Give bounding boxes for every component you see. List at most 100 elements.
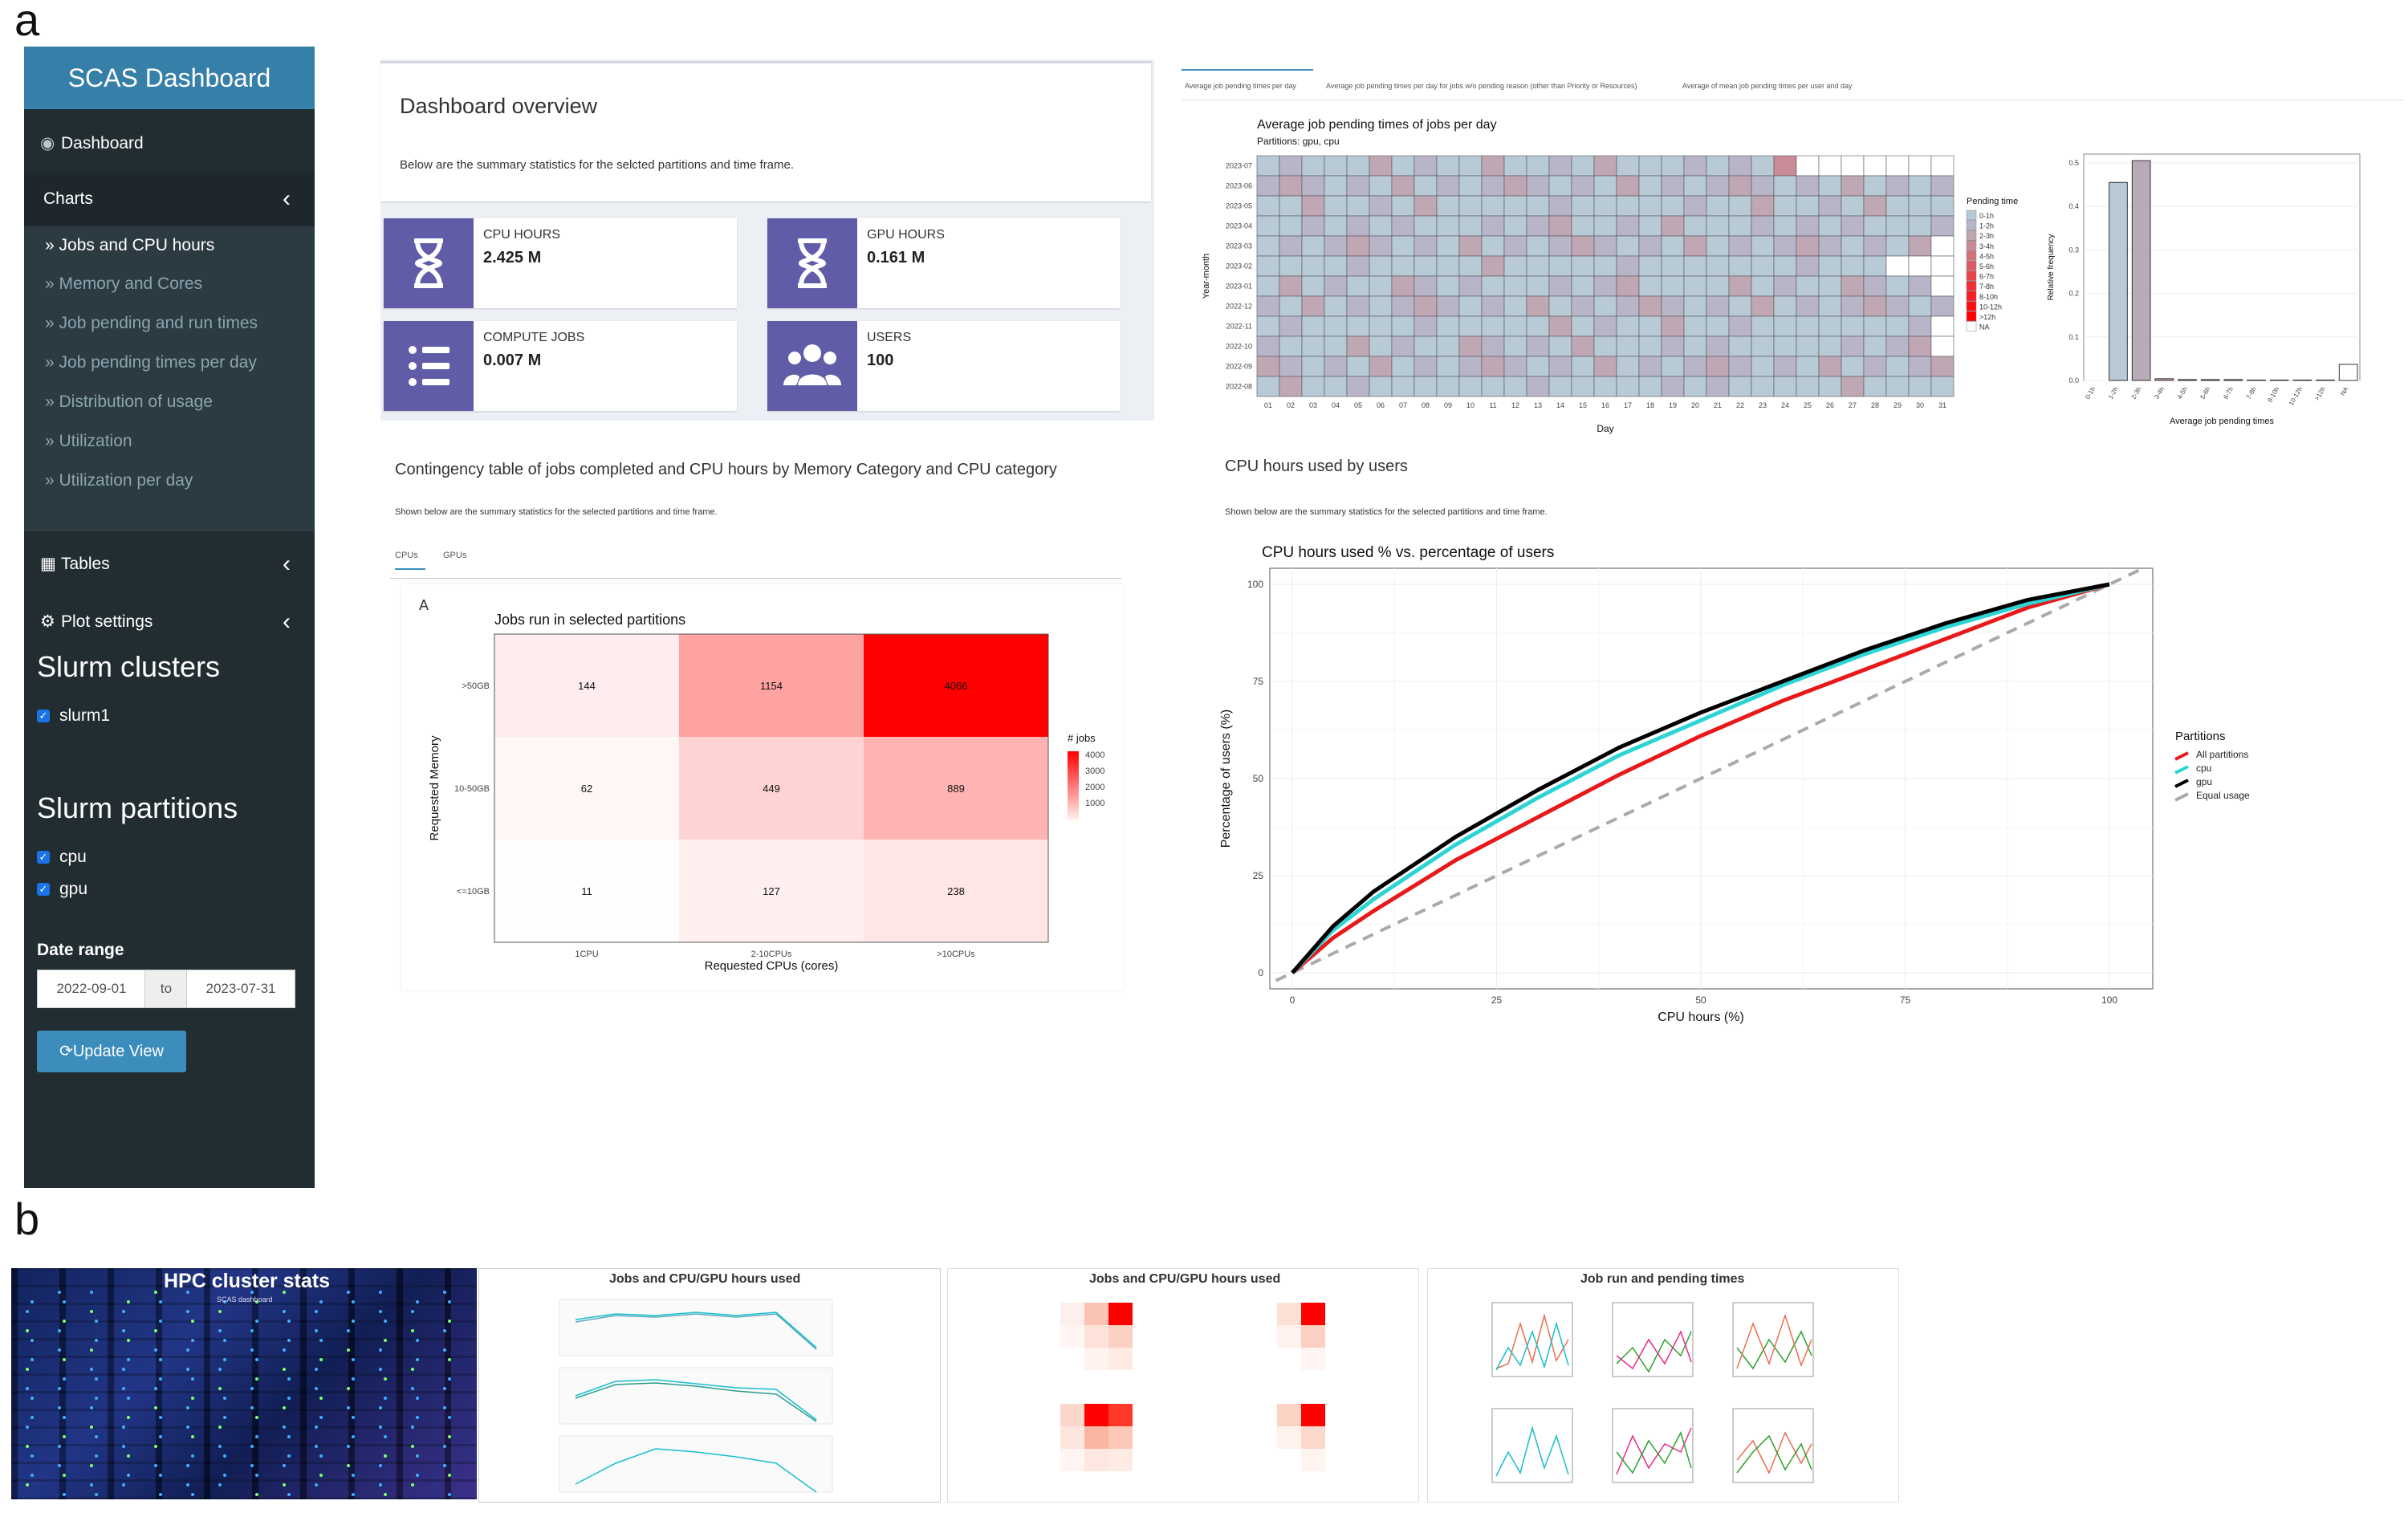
server-led xyxy=(250,1348,254,1352)
submenu-pending-run-times[interactable]: » Job pending and run times xyxy=(45,314,258,333)
server-led xyxy=(416,1300,419,1303)
thumb-hpc-cluster[interactable]: HPC cluster stats SCAS dashboard xyxy=(11,1268,477,1499)
server-led xyxy=(352,1493,355,1496)
heat-cell xyxy=(1436,175,1460,197)
heat-cell xyxy=(1391,275,1415,297)
heat-cell xyxy=(1324,255,1348,277)
server-led xyxy=(58,1291,61,1294)
server-led xyxy=(416,1397,419,1400)
heat-cell xyxy=(1683,155,1707,177)
y-tick-label: 2023-07 xyxy=(1226,162,1252,170)
thumb-jobs-hours-2[interactable]: Jobs and CPU/GPU hours used xyxy=(947,1268,1419,1503)
checkbox-checked-icon[interactable]: ✓ xyxy=(37,710,50,723)
tab-avg-pending-per-day[interactable]: Average job pending times per day xyxy=(1185,82,1296,90)
heat-cell xyxy=(1346,155,1370,177)
heat-cell xyxy=(1773,275,1797,297)
server-led xyxy=(191,1454,194,1458)
partition-checkbox-gpu[interactable]: ✓ gpu xyxy=(37,880,87,899)
server-led xyxy=(448,1416,451,1419)
server-led xyxy=(315,1310,318,1313)
server-led xyxy=(186,1291,189,1294)
heat-cell xyxy=(1751,295,1775,317)
legend-label: 8-10h xyxy=(1979,293,1998,301)
tab-avg-pending-no-reason[interactable]: Average job pending times per day for jo… xyxy=(1326,82,1637,90)
x-tick-label: 1-2h xyxy=(2107,386,2120,401)
server-led xyxy=(352,1300,355,1303)
server-led xyxy=(122,1483,125,1486)
heat-cell xyxy=(1369,315,1393,337)
y-tick-label: 0.5 xyxy=(2068,159,2079,167)
server-led xyxy=(191,1320,194,1323)
heat-cell xyxy=(1279,295,1303,317)
heat-cell xyxy=(1638,235,1662,257)
server-led xyxy=(159,1358,162,1361)
heat-cell xyxy=(1503,155,1527,177)
submenu-utilization-per-day[interactable]: » Utilization per day xyxy=(45,471,193,490)
date-end-input[interactable]: 2023-07-31 xyxy=(186,970,295,1008)
heat-cell xyxy=(1728,336,1752,357)
submenu-label: Distribution of usage xyxy=(59,392,213,411)
update-view-button[interactable]: ⟳Update View xyxy=(37,1031,186,1072)
heat-cell xyxy=(1930,235,1954,257)
server-led xyxy=(347,1348,350,1352)
checkbox-checked-icon[interactable]: ✓ xyxy=(37,883,50,897)
heat-cell xyxy=(1301,315,1325,337)
submenu-memory-cores[interactable]: » Memory and Cores xyxy=(45,275,202,294)
y-tick-label: 0.0 xyxy=(2068,376,2079,384)
heat-cell xyxy=(1616,235,1640,257)
heat-cell xyxy=(1908,295,1932,317)
y-tick-label: 2023-03 xyxy=(1226,242,1252,250)
partitions-heading: Slurm partitions xyxy=(37,791,238,824)
heat-cell xyxy=(1841,255,1865,277)
card-value: 2.425 M xyxy=(483,249,542,266)
date-start-input[interactable]: 2022-09-01 xyxy=(37,970,146,1008)
legend-swatch xyxy=(1966,321,1977,331)
heat-cell xyxy=(1616,175,1640,197)
sidebar-item-label: Charts xyxy=(43,189,93,208)
thumb-jobs-hours-1[interactable]: Jobs and CPU/GPU hours used xyxy=(478,1268,941,1503)
heat-cell xyxy=(1279,255,1303,277)
legend-label: NA xyxy=(1979,323,1990,331)
checkbox-checked-icon[interactable]: ✓ xyxy=(37,851,50,864)
x-tick-label: NA xyxy=(2339,385,2350,397)
heat-cell xyxy=(1324,295,1348,317)
sidebar-item-charts[interactable]: Charts ‹ xyxy=(24,172,315,226)
submenu-jobs-cpu-hours[interactable]: » Jobs and CPU hours xyxy=(45,236,214,255)
heat-cell xyxy=(1413,175,1438,197)
legend-swatch xyxy=(2174,792,2189,802)
partition-checkbox-cpu[interactable]: ✓ cpu xyxy=(37,848,87,867)
heat-cell xyxy=(1593,195,1617,217)
heat-cell xyxy=(1818,336,1842,357)
users-icon xyxy=(767,321,857,411)
submenu-pending-per-day[interactable]: » Job pending times per day xyxy=(45,353,257,372)
sidebar-item-plot-settings[interactable]: ⚙ Plot settings ‹ xyxy=(24,602,315,642)
submenu-label: Memory and Cores xyxy=(59,275,203,293)
double-chevron-right-icon: » xyxy=(45,236,59,254)
server-led xyxy=(443,1348,446,1352)
server-led xyxy=(90,1310,93,1313)
heat-cell xyxy=(1751,356,1775,377)
server-led xyxy=(384,1320,387,1323)
sidebar-item-dashboard[interactable]: ◉ Dashboard xyxy=(24,124,315,164)
series-line xyxy=(1275,567,2143,982)
tab-cpus[interactable]: CPUs xyxy=(395,551,425,570)
heat-cell xyxy=(1324,215,1348,237)
x-tick-label: 10-12h xyxy=(2288,386,2304,407)
heat-cell xyxy=(1346,315,1370,337)
server-led xyxy=(352,1416,355,1419)
cluster-checkbox-slurm1[interactable]: ✓ slurm1 xyxy=(37,706,110,726)
tab-mean-pending-per-user[interactable]: Average of mean job pending times per us… xyxy=(1682,82,1853,90)
submenu-distribution[interactable]: » Distribution of usage xyxy=(45,392,213,412)
heat-cell xyxy=(1728,295,1752,317)
tab-gpus[interactable]: GPUs xyxy=(443,551,467,560)
thumb-run-pending[interactable]: Job run and pending times xyxy=(1427,1268,1899,1503)
y-tick-label: 2022-09 xyxy=(1226,363,1252,371)
submenu-utilization[interactable]: » Utilization xyxy=(45,432,132,451)
legend-label: >12h xyxy=(1979,313,1995,321)
series-line xyxy=(1291,582,2110,974)
heat-cell xyxy=(1481,376,1505,397)
sidebar-item-tables[interactable]: ▦ Tables ‹ xyxy=(24,544,315,584)
heat-cell xyxy=(1503,275,1527,297)
app-title[interactable]: SCAS Dashboard xyxy=(24,47,315,109)
server-led xyxy=(223,1397,226,1400)
